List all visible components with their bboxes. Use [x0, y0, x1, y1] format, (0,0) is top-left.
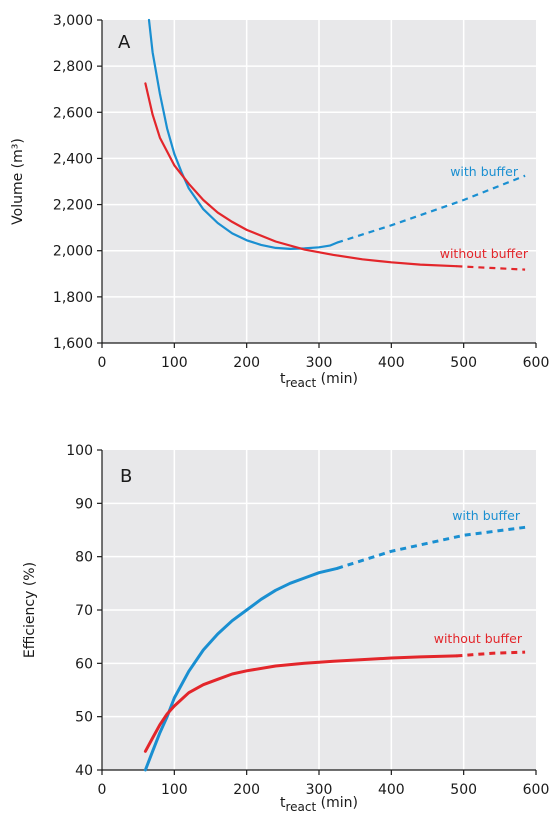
- y-tick-label: 90: [75, 496, 93, 512]
- series-line-without-buffer: [144, 82, 458, 268]
- x-tick-label: 300: [306, 355, 333, 371]
- series-line-with-buffer: [143, 566, 339, 772]
- y-tick-label: 60: [75, 656, 93, 672]
- x-tick-label: 200: [233, 782, 260, 798]
- y-tick-label: 80: [75, 550, 93, 566]
- series-line-without-buffer: [143, 654, 458, 753]
- y-tick-label: 2,200: [53, 198, 93, 214]
- chart-volume: 0 100 200 300 400 500 600 1,600 1,800 2,000 2,200 2…: [10, 13, 549, 390]
- x-tick-label: 300: [306, 782, 333, 798]
- x-tick-label: 200: [233, 355, 260, 371]
- y-tick-label: 3,000: [53, 13, 93, 29]
- series-extrapolation-with-buffer: [336, 525, 526, 570]
- x-tick-label: 100: [161, 355, 188, 371]
- x-tick-label: 0: [98, 355, 107, 371]
- x-tick-label: 600: [523, 355, 550, 371]
- y-tick-label: 50: [75, 710, 93, 726]
- x-tick-label: 400: [378, 355, 405, 371]
- y-axis-title: Volume (m³): [10, 138, 26, 225]
- y-tick-label: 1,800: [53, 290, 93, 306]
- series-extrapolation-without-buffer: [456, 650, 526, 658]
- y-tick-label: 2,000: [53, 244, 93, 260]
- x-tick-label: 100: [161, 782, 188, 798]
- series-label: with buffer: [450, 164, 519, 179]
- y-tick-label: 2,800: [53, 59, 93, 75]
- chart-efficiency: 0 100 200 300 400 500 600 40 50 60 70 80 90 100 with b…: [22, 443, 549, 814]
- x-axis-title: treact (min): [280, 795, 358, 814]
- series-label: with buffer: [452, 508, 521, 523]
- y-tick-label: 2,400: [53, 151, 93, 167]
- series-extrapolation-with-buffer: [336, 174, 526, 244]
- x-tick-label: 400: [378, 782, 405, 798]
- series-extrapolation-without-buffer: [456, 265, 526, 271]
- series-label: without buffer: [440, 246, 529, 261]
- x-tick-label: 500: [450, 355, 477, 371]
- panel-label: A: [118, 32, 131, 53]
- x-axis-title: treact (min): [280, 371, 358, 390]
- panel-label: B: [120, 466, 132, 487]
- y-axis-title: Efficiency (%): [22, 562, 38, 658]
- y-tick-label: 1,600: [53, 336, 93, 352]
- y-tick-label: 40: [75, 763, 93, 779]
- x-tick-label: 0: [98, 782, 107, 798]
- series-label: without buffer: [434, 631, 523, 646]
- x-tick-label: 500: [450, 782, 477, 798]
- x-tick-label: 600: [523, 782, 550, 798]
- y-tick-label: 70: [75, 603, 93, 619]
- series-line-with-buffer: [147, 18, 339, 250]
- y-tick-label: 2,600: [53, 105, 93, 121]
- y-tick-label: 100: [66, 443, 93, 459]
